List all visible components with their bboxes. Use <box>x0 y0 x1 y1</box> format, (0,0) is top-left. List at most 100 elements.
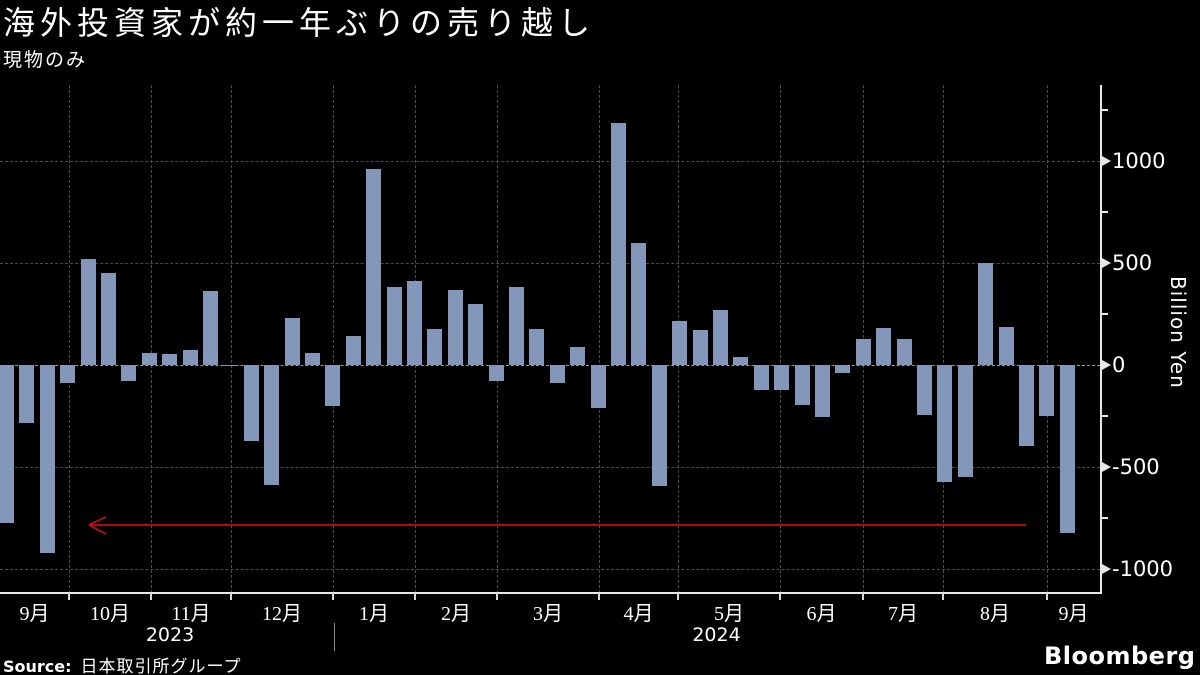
plot-area <box>0 85 1100 593</box>
weekly-flow-bar <box>284 317 300 365</box>
y-major-tick <box>1102 360 1111 370</box>
weekly-flow-bar <box>590 365 606 408</box>
y-minor-tick <box>1102 415 1108 418</box>
weekly-flow-bar <box>529 329 545 365</box>
month-label: 8月 <box>980 603 1010 625</box>
month-gridline <box>1046 85 1048 593</box>
weekly-flow-bar <box>713 309 728 365</box>
weekly-flow-bar <box>366 168 382 365</box>
weekly-flow-bar <box>957 365 973 478</box>
weekly-flow-bar <box>19 365 35 424</box>
weekly-flow-bar <box>937 365 953 482</box>
x-month-tick <box>779 593 781 600</box>
annotation-arrow <box>88 516 1026 535</box>
source-row: Source: 日本取引所グループ <box>3 652 242 675</box>
y-tick-label: 500 <box>1112 250 1153 275</box>
month-label: 3月 <box>533 603 563 625</box>
weekly-flow-bar <box>753 365 769 390</box>
weekly-flow-bar <box>447 290 463 365</box>
weekly-flow-bar <box>60 365 76 384</box>
weekly-flow-bar <box>141 352 157 365</box>
bloomberg-logo: Bloomberg <box>1044 642 1200 670</box>
month-label: 12月 <box>262 603 302 625</box>
weekly-flow-bar <box>427 329 443 365</box>
weekly-flow-bar <box>876 328 892 365</box>
month-gridline <box>150 85 152 593</box>
weekly-flow-bar <box>896 339 912 365</box>
month-label: 7月 <box>888 603 918 625</box>
value-gridline <box>0 160 1100 162</box>
month-gridline <box>862 85 864 593</box>
month-label: 6月 <box>806 603 837 625</box>
weekly-flow-bar <box>386 287 402 365</box>
source-text: 日本取引所グループ <box>80 657 242 675</box>
month-label: 2月 <box>441 603 471 625</box>
value-gridline <box>0 467 1100 469</box>
month-label: 9月 <box>1058 603 1089 625</box>
weekly-flow-bar <box>570 346 586 365</box>
weekly-flow-bar <box>815 365 830 418</box>
weekly-flow-bar <box>407 281 422 365</box>
weekly-flow-bar <box>611 122 626 365</box>
weekly-flow-bar <box>631 243 647 365</box>
bloomberg-wordmark: Bloomberg <box>1044 642 1196 670</box>
y-major-tick <box>1102 564 1111 575</box>
weekly-flow-bar <box>162 353 178 365</box>
y-tick-label: -500 <box>1112 455 1160 480</box>
value-gridline <box>0 569 1100 571</box>
y-major-tick <box>1102 155 1111 166</box>
y-axis-title: Billion Yen <box>1166 276 1190 389</box>
y-minor-tick <box>1102 312 1108 315</box>
year-label: 2024 <box>692 624 741 646</box>
x-axis-line <box>0 592 1101 594</box>
weekly-flow-bar <box>794 365 810 405</box>
y-minor-tick <box>1102 517 1108 520</box>
month-gridline <box>496 85 498 593</box>
month-gridline <box>332 85 334 593</box>
month-gridline <box>779 85 781 593</box>
y-tick-label: -1000 <box>1112 557 1174 582</box>
weekly-flow-bar <box>243 365 259 441</box>
weekly-flow-bar <box>998 327 1014 365</box>
weekly-flow-bar <box>345 336 361 365</box>
month-gridline <box>598 85 600 593</box>
weekly-flow-bar <box>855 339 871 365</box>
x-month-tick <box>598 593 600 600</box>
weekly-flow-bar <box>917 365 932 416</box>
x-month-tick <box>942 593 944 600</box>
month-label: 1月 <box>359 603 389 625</box>
month-label: 4月 <box>623 603 654 625</box>
y-axis-line <box>1100 85 1102 594</box>
weekly-flow-bar <box>468 303 484 365</box>
weekly-flow-bar <box>203 291 218 365</box>
value-gridline <box>0 262 1100 264</box>
weekly-flow-bar <box>733 356 749 365</box>
weekly-flow-bar <box>0 365 14 524</box>
weekly-flow-bar <box>264 365 280 485</box>
weekly-flow-bar <box>305 352 320 365</box>
weekly-flow-bar <box>101 273 116 365</box>
month-gridline <box>230 85 232 593</box>
weekly-flow-bar <box>325 365 341 406</box>
year-divider-line <box>334 623 335 651</box>
weekly-flow-bar <box>978 262 994 365</box>
source-label: Source: <box>3 657 72 675</box>
weekly-flow-bar <box>835 365 851 374</box>
x-month-tick <box>496 593 498 600</box>
y-major-tick <box>1102 257 1111 268</box>
y-tick-label: 1000 <box>1112 148 1166 173</box>
chart-subtitle: 現物のみ <box>3 50 88 71</box>
x-month-tick <box>677 593 679 600</box>
y-tick-label: 0 <box>1112 353 1126 377</box>
weekly-flow-bar <box>774 365 790 390</box>
month-gridline <box>68 85 70 593</box>
weekly-flow-bar <box>488 365 504 382</box>
weekly-flow-bar <box>182 349 198 365</box>
x-month-tick <box>230 593 232 600</box>
month-label: 5月 <box>714 603 744 625</box>
x-month-tick <box>862 593 864 600</box>
weekly-flow-bar <box>39 365 55 554</box>
weekly-flow-bar <box>80 258 96 365</box>
x-month-tick <box>150 593 152 600</box>
weekly-flow-bar <box>509 287 524 365</box>
